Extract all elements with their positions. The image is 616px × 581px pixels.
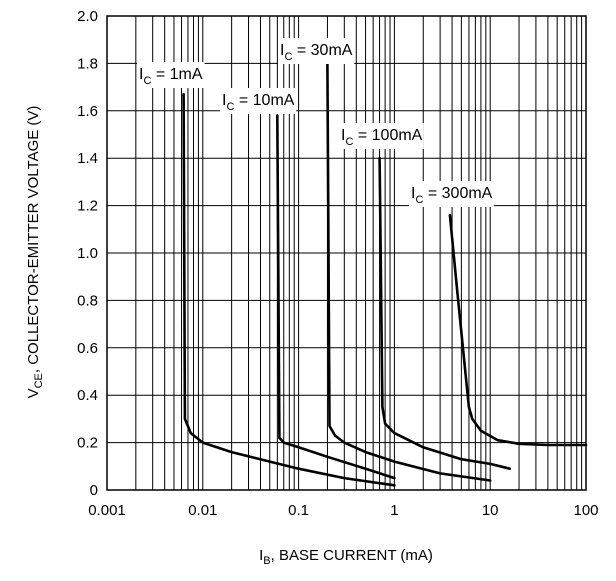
y-tick-label: 1.4 [77,150,98,167]
y-tick-label: 2.0 [77,8,98,25]
series-line [182,92,396,487]
y-tick-label: 1.6 [77,103,98,120]
series-label-background [220,88,297,114]
x-axis-label: IB, BASE CURRENT (mA) [259,547,433,567]
series-line [326,62,492,482]
series-label: IC = 10mA [220,88,297,114]
series-label-text: IC = 300mA [411,185,493,206]
x-tick-label: 0.1 [288,502,309,519]
tick-labels: 0.001 0.01 0.1 1 10 100 0 0.2 0.4 0.6 0.8 1.0 1.2 1.4… [77,8,598,519]
y-tick-label: 0 [90,482,98,499]
x-tick-label: 0.001 [88,502,126,519]
series-label-text: IC = 30mA [280,42,353,63]
y-tick-label: 1.0 [77,245,98,262]
series-label-text: IC = 1mA [139,66,203,87]
series-label: IC = 100mA [339,123,424,149]
series-line [448,213,588,447]
plot-frame [106,15,587,491]
series-label-background [339,123,424,149]
series-line [378,156,512,471]
series-label-background [409,181,494,207]
y-axis-label: VCE, COLLECTOR-EMITTER VOLTAGE (V) [25,106,45,399]
y-tick-label: 1.2 [77,198,98,215]
y-tick-label: 0.6 [77,340,98,357]
x-tick-label: 100 [573,502,598,519]
y-tick-label: 1.8 [77,55,98,72]
series-label-text: IC = 100mA [341,127,423,148]
curves [182,62,588,487]
series-label-background [137,62,205,88]
y-tick-label: 0.8 [77,292,98,309]
x-tick-label: 1 [390,502,398,519]
series-line [275,114,396,480]
curve-labels: IC = 1mA IC = 10mA IC = 30mA IC = 100mA IC =… [137,38,494,207]
series-label-background [278,38,355,64]
x-tick-label: 0.01 [188,502,217,519]
y-tick-label: 0.2 [77,435,98,452]
series-label: IC = 300mA [409,181,494,207]
series-label: IC = 30mA [278,38,355,64]
plot-border [106,15,587,491]
x-tick-label: 10 [482,502,499,519]
y-tick-label: 0.4 [77,387,98,404]
series-label-text: IC = 10mA [222,92,295,113]
series-label: IC = 1mA [137,62,205,88]
